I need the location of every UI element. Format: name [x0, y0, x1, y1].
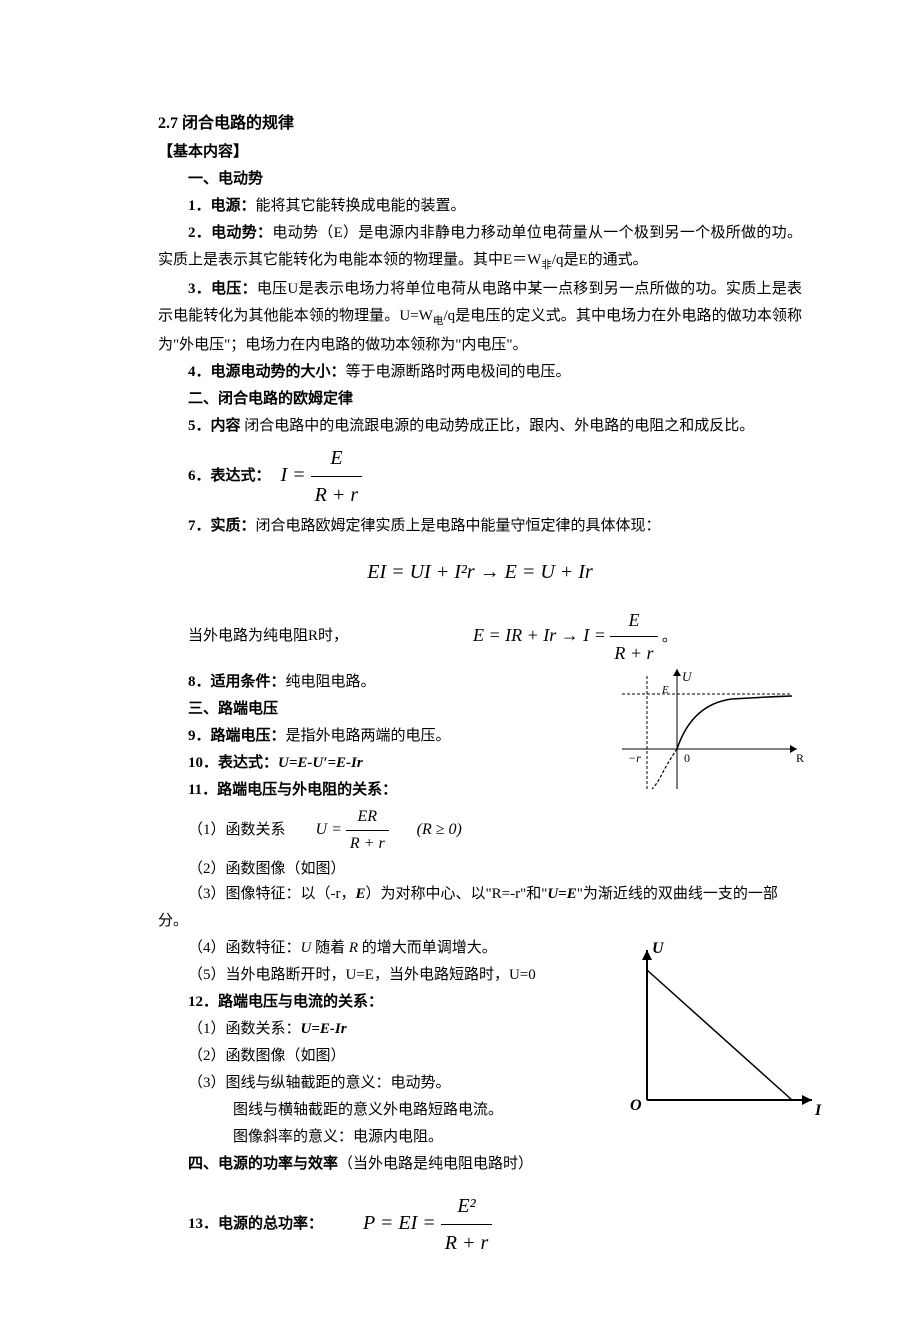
para-1: 1．电源：能将其它能转换成电能的装置。: [158, 193, 802, 220]
p2-text-b: /q是E的通式。: [552, 252, 648, 268]
basic-content-header: 【基本内容】: [158, 139, 802, 166]
para-12-3c: 图像斜率的意义：电源内电阻。: [158, 1124, 802, 1151]
fig1-zero: 0: [684, 751, 690, 765]
formula-I: I = E R + r: [281, 440, 363, 513]
formula-IR: E = IR + Ir → I = E R + r: [473, 625, 662, 645]
p5-label: 5．内容: [188, 418, 241, 434]
formula-IR-lhs: E = IR + Ir → I =: [473, 625, 606, 645]
fig2-U-label: U: [652, 940, 665, 957]
p11-3-UE: U=E: [547, 886, 576, 902]
p12-1-text: （1）函数关系：: [188, 1021, 301, 1037]
formula-UER-cond: (R ≥ 0): [417, 821, 462, 838]
para-11-1: （1）函数关系 U = ER R + r (R ≥ 0): [158, 804, 802, 856]
formula-P-num: E²: [441, 1188, 493, 1225]
formula-I-den: R + r: [311, 477, 363, 513]
p10-formula: U=E-U′=E-Ir: [278, 755, 363, 771]
p1-text: 能将其它能转换成电能的装置。: [256, 198, 466, 214]
formula-P-lhs: P = EI =: [363, 1212, 436, 1234]
formula-IR-num: E: [610, 604, 657, 637]
p11-4-b: 随着: [311, 940, 349, 956]
p11-4-a: （4）函数特征：: [188, 940, 301, 956]
p13-label: 13．电源的总功率：: [188, 1211, 333, 1238]
p10-label: 10．表达式：: [188, 755, 278, 771]
para-6: 6．表达式： I = E R + r: [158, 440, 802, 513]
para-4: 4．电源电动势的大小：等于电源断路时两电极间的电压。: [158, 359, 802, 386]
p4-label: 4．电源电动势的大小：: [188, 364, 346, 380]
para-7: 7．实质：闭合电路欧姆定律实质上是电路中能量守恒定律的具体体现：: [158, 513, 802, 540]
p11-4-R: R: [349, 940, 358, 956]
p11-3-b: ）为对称中心、以"R=-r"和": [366, 886, 548, 902]
four-header: 四、电源的功率与效率: [188, 1156, 338, 1172]
p3-label: 3．电压：: [188, 281, 257, 297]
figure-U-vs-I: U I O: [612, 935, 832, 1125]
section-3-block: U E 0 −r R 8．适用条件：纯电阻电路。 三、路端电压 9．路端电压：是…: [158, 669, 802, 880]
formula-P: P = EI = E² R + r: [363, 1188, 492, 1261]
para-2: 2．电动势：电动势（E）是电源内非静电力移动单位电荷量从一个极到另一个极所做的功…: [158, 220, 802, 276]
p9-label: 9．路端电压：: [188, 728, 286, 744]
para-11-3: （3）图像特征：以（-r，E）为对称中心、以"R=-r"和"U=E"为渐近线的双…: [158, 881, 802, 935]
para-3: 3．电压：电压U是表示电场力将单位电荷从电路中某一点移到另一点所做的功。实质上是…: [158, 276, 802, 359]
section-2-header: 二、闭合电路的欧姆定律: [158, 386, 802, 413]
figure-U-vs-R: U E 0 −r R: [602, 659, 812, 799]
p7-cond-text: 当外电路为纯电阻R时，: [188, 623, 348, 650]
p3-sub1: 电: [433, 316, 444, 327]
p2-label: 2．电动势：: [188, 225, 272, 241]
p7-label: 7．实质：: [188, 518, 256, 534]
para-5: 5．内容 闭合电路中的电流跟电源的电动势成正比，跟内、外电路的电阻之和成反比。: [158, 413, 802, 440]
fig2-O-label: O: [630, 1097, 642, 1114]
section-1-header: 一、电动势: [158, 166, 802, 193]
section-4-header: 四、电源的功率与效率（当外电路是纯电阻电路时）: [158, 1151, 802, 1178]
formula-UER-lhs: U =: [316, 821, 342, 838]
section-12-block: U I O （4）函数特征：U 随着 R 的增大而单调增大。 （5）当外电路断开…: [158, 935, 802, 1178]
para-13: 13．电源的总功率： P = EI = E² R + r: [158, 1188, 802, 1261]
formula-EI: EI = UI + I²r → E = U + Ir: [158, 554, 802, 590]
fig1-U-label: U: [682, 669, 693, 684]
p8-text: 纯电阻电路。: [286, 674, 376, 690]
p11-3-a: （3）图像特征：以（-r，: [188, 886, 356, 902]
formula-P-den: R + r: [441, 1225, 493, 1261]
p12-1-formula: U=E-Ir: [301, 1021, 347, 1037]
p11-4-c: 的增大而单调增大。: [358, 940, 497, 956]
p11-3-E: E: [356, 886, 366, 902]
p9-text: 是指外电路两端的电压。: [286, 728, 451, 744]
formula-I-num: E: [311, 440, 363, 477]
document-page: 2.7 闭合电路的规律 【基本内容】 一、电动势 1．电源：能将其它能转换成电能…: [0, 0, 920, 1321]
p11-4-U: U: [301, 940, 312, 956]
fig1-minus-r: −r: [628, 751, 641, 765]
four-cond: （当外电路是纯电阻电路时）: [338, 1156, 533, 1172]
formula-UER: U = ER R + r (R ≥ 0): [316, 804, 462, 856]
p11-1-text: （1）函数关系: [188, 818, 286, 842]
p6-label: 6．表达式：: [188, 463, 281, 490]
p8-label: 8．适用条件：: [188, 674, 286, 690]
p4-text: 等于电源断路时两电极间的电压。: [346, 364, 571, 380]
doc-title: 2.7 闭合电路的规律: [158, 110, 802, 139]
fig1-E-label: E: [661, 684, 669, 696]
p2-sub1: 非: [541, 260, 552, 271]
formula-UER-num: ER: [346, 804, 389, 831]
p1-label: 1．电源：: [188, 198, 256, 214]
formula-I-lhs: I =: [281, 464, 306, 486]
para-11-2: （2）函数图像（如图）: [158, 857, 802, 881]
p5-text: 闭合电路中的电流跟电源的电动势成正比，跟内、外电路的电阻之和成反比。: [241, 418, 755, 434]
fig2-I-label: I: [814, 1102, 822, 1119]
fig1-R-label: R: [796, 751, 804, 765]
formula-UER-den: R + r: [346, 831, 389, 857]
p7-text: 闭合电路欧姆定律实质上是电路中能量守恒定律的具体体现：: [256, 518, 661, 534]
